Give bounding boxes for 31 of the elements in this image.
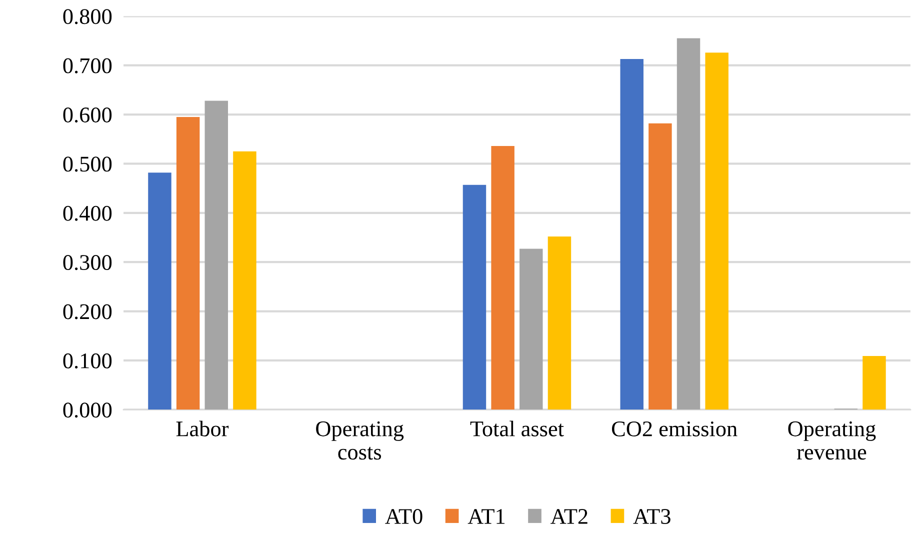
x-tick-label: Operating costs xyxy=(316,421,404,460)
legend-label: AT0 xyxy=(385,508,422,524)
bar xyxy=(520,248,543,410)
x-tick-label: Labor xyxy=(176,420,229,436)
y-tick-label: 0.500 xyxy=(63,156,112,172)
y-tick-label: 0.100 xyxy=(63,353,112,368)
bar xyxy=(148,172,172,410)
bar xyxy=(676,38,700,410)
bar xyxy=(548,236,572,410)
x-tick-label: Operating revenue xyxy=(788,421,876,460)
legend-label: AT3 xyxy=(633,509,670,524)
y-tick-label: 0.600 xyxy=(63,107,112,123)
bar xyxy=(233,151,256,410)
bar xyxy=(204,100,228,410)
bar xyxy=(620,58,644,410)
y-tick-label: 0.800 xyxy=(63,9,112,24)
bar xyxy=(705,52,728,410)
bar xyxy=(462,184,486,410)
x-tick-label: Total asset xyxy=(470,420,564,436)
x-tick-label: CO2 emission xyxy=(612,421,738,436)
bar xyxy=(648,123,672,410)
legend-label: AT1 xyxy=(468,509,505,524)
y-tick-label: 0.200 xyxy=(63,304,112,320)
y-tick-label: 0.400 xyxy=(63,206,112,221)
bar xyxy=(862,356,886,410)
legend-label: AT2 xyxy=(550,509,588,524)
y-tick-label: 0.700 xyxy=(63,58,112,74)
bar xyxy=(176,116,200,410)
bar xyxy=(491,146,514,410)
y-tick-label: 0.000 xyxy=(63,402,112,418)
y-tick-label: 0.300 xyxy=(63,255,112,270)
